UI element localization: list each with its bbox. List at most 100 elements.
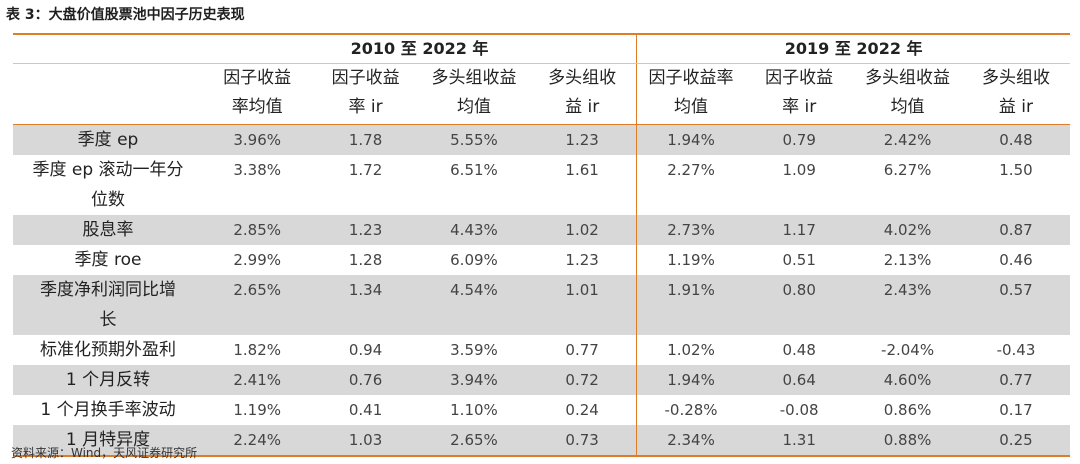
column-header-line: 益 ir — [998, 97, 1034, 117]
group-header-2010-2022: 2010 至 2022 年 — [203, 33, 637, 64]
column-header: 多头组收益 ir — [961, 63, 1071, 125]
column-header-line: 均值 — [456, 97, 491, 117]
row-label-line: 股息率 — [82, 220, 134, 240]
row-label: 1 个月反转 — [13, 365, 203, 395]
column-header: 多头组收益 均值 — [419, 63, 529, 125]
row-label-line: 季度 ep — [77, 130, 139, 150]
value-cell: 1.82% — [233, 341, 282, 359]
value-cell: 1.19% — [233, 401, 282, 419]
row-label-line: 季度 ep 滚动一年分 — [32, 160, 184, 180]
column-header-line: 因子收益 — [765, 68, 834, 88]
value-cell: 6.27% — [883, 161, 932, 179]
row-label: 标准化预期外盈利 — [13, 335, 203, 365]
value-cell: 4.60% — [853, 365, 962, 395]
value-cell: 0.79 — [744, 124, 854, 155]
value-cell: 0.80 — [744, 275, 854, 335]
row-label-line: 长 — [99, 310, 117, 330]
row-label: 股息率 — [13, 215, 203, 245]
row-label-line: 标准化预期外盈利 — [40, 340, 176, 360]
row-label-line: 1 个月换手率波动 — [40, 400, 176, 420]
value-cell: -0.28% — [636, 395, 745, 425]
row-label-line: 季度 roe — [74, 250, 142, 270]
column-header-line: 率 ir — [348, 97, 383, 117]
row-label: 季度净利润同比增长 — [13, 275, 203, 335]
column-header-line: 多头组收益 — [431, 68, 517, 88]
value-cell: 1.31 — [744, 425, 854, 457]
value-cell: 0.48 — [782, 341, 816, 359]
value-cell: 0.46 — [999, 251, 1033, 269]
factor-performance-table: 2010 至 2022 年 2019 至 2022 年 因子收益 率均值 因子收益率… — [13, 33, 1071, 457]
value-cell: 0.77 — [565, 341, 599, 359]
row-label-line: 1 个月反转 — [65, 370, 151, 390]
value-cell: 3.59% — [450, 341, 498, 359]
value-cell: 3.94% — [419, 365, 529, 395]
value-cell: 0.25 — [961, 425, 1071, 457]
row-label: 1 个月换手率波动 — [13, 395, 203, 425]
column-header-line: 率 ir — [782, 97, 817, 117]
value-cell: 1.94% — [636, 365, 745, 395]
table-row: 季度净利润同比增长 2.65% 1.34 4.54% 1.01 1.91% 0.80 2.43… — [13, 275, 1071, 335]
value-cell: 0.73 — [528, 425, 637, 457]
value-cell: 1.78 — [311, 124, 420, 155]
value-cell: 2.65% — [419, 425, 529, 457]
value-cell: 1.03 — [311, 425, 420, 457]
column-header: 因子收益率 ir — [311, 63, 420, 125]
value-cell: 2.43% — [853, 275, 962, 335]
row-label: 季度 ep 滚动一年分 位数 — [13, 155, 203, 215]
value-cell: 0.88% — [853, 425, 962, 457]
value-cell: 1.10% — [450, 401, 498, 419]
table-row: 季度 ep 3.96% 1.78 5.55% 1.23 1.94% 0.79 2.42% 0.4… — [13, 124, 1071, 155]
value-cell: 0.94 — [348, 341, 383, 359]
row-label: 季度 roe — [13, 245, 203, 275]
value-cell: 4.43% — [419, 215, 529, 245]
table-row: 标准化预期外盈利 1.82% 0.94 3.59% 0.77 1.02% 0.48 -2.04… — [13, 335, 1070, 365]
value-cell: 2.42% — [853, 124, 962, 155]
source-note: 资料来源：Wind，天风证券研究所 — [11, 446, 198, 460]
table-title: 表 3：大盘价值股票池中因子历史表现 — [6, 7, 245, 23]
column-header-line: 因子收益 — [223, 68, 292, 88]
value-cell: 1.19% — [636, 245, 745, 275]
table-row: 1 个月换手率波动 1.19% 0.41 1.10% 0.24 -0.28% -0.08 0.… — [13, 395, 1070, 425]
column-header-line: 多头组收益 — [865, 68, 951, 88]
column-header: 多头组收益 ir — [528, 63, 637, 125]
column-header: 多头组收益 均值 — [853, 63, 962, 125]
value-cell: 0.17 — [999, 401, 1033, 419]
value-cell: 1.23 — [565, 251, 599, 269]
factor-table-container: 2010 至 2022 年 2019 至 2022 年 因子收益 率均值 因子收益率… — [13, 33, 1071, 457]
value-cell: 6.51% — [450, 161, 498, 179]
value-cell: 5.55% — [419, 124, 529, 155]
column-header-row: 因子收益 率均值 因子收益率 ir 多头组收益 均值 多头组收益 ir 因子收益率 均值 因子收… — [13, 63, 1071, 125]
value-cell: 1.28 — [348, 251, 383, 269]
row-label: 1 月特异度 — [13, 425, 203, 457]
value-cell: 1.61 — [565, 161, 599, 179]
value-cell: 0.57 — [961, 275, 1071, 335]
column-header-line: 率均值 — [231, 97, 283, 117]
value-cell: 2.41% — [203, 365, 312, 395]
row-label-line: 季度净利润同比增 — [40, 280, 176, 300]
value-cell: 4.02% — [853, 215, 962, 245]
corner-cell — [13, 33, 203, 64]
value-cell: 2.65% — [203, 275, 312, 335]
value-cell: 0.76 — [311, 365, 420, 395]
value-cell: 0.86% — [883, 401, 932, 419]
value-cell: 2.85% — [203, 215, 312, 245]
column-header-line: 益 ir — [565, 97, 600, 117]
value-cell: 1.94% — [636, 124, 745, 155]
row-label-header — [13, 63, 203, 125]
value-cell: 0.48 — [961, 124, 1071, 155]
value-cell: 1.17 — [744, 215, 854, 245]
column-header: 因子收益率均值 — [203, 63, 312, 125]
value-cell: 0.41 — [348, 401, 383, 419]
column-header-line: 均值 — [674, 97, 709, 117]
value-cell: 1.23 — [311, 215, 420, 245]
value-cell: 1.72 — [348, 161, 383, 179]
column-header-line: 均值 — [890, 97, 925, 117]
table-row: 1 月特异度 2.24% 1.03 2.65% 0.73 2.34% 1.31 0.88% 0.… — [13, 425, 1071, 457]
value-cell: 2.27% — [636, 155, 745, 215]
value-cell: 0.72 — [528, 365, 637, 395]
value-cell: 1.23 — [528, 124, 637, 155]
value-cell: -2.04% — [881, 341, 935, 359]
row-label-line: 位数 — [91, 190, 125, 210]
value-cell: 0.77 — [961, 365, 1071, 395]
value-cell: 1.09 — [782, 161, 816, 179]
